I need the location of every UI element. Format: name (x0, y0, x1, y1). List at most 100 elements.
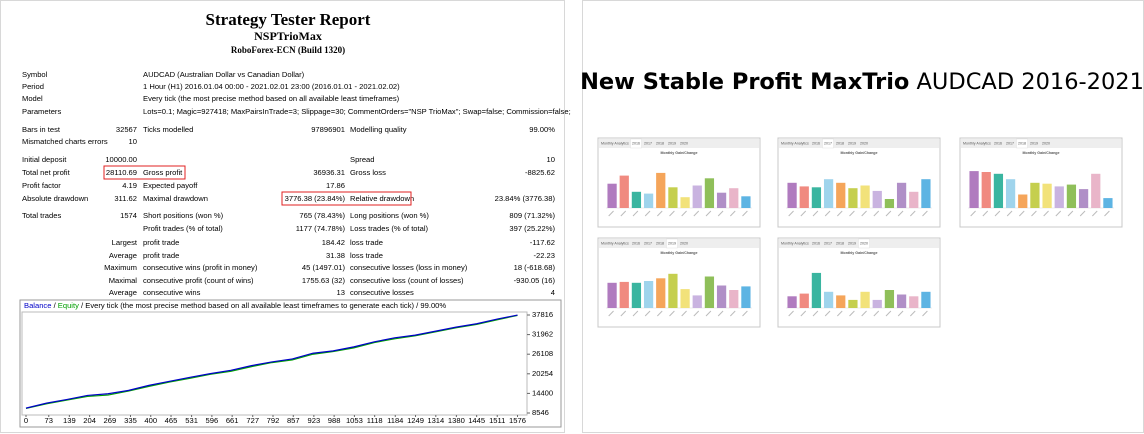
y-tick-label: 31962 (532, 330, 553, 339)
info-value: 1 Hour (H1) 2016.01.04 00:00 - 2021.02.0… (143, 82, 400, 91)
series-line (25, 314, 518, 409)
x-label-stub (1104, 210, 1110, 217)
separator: / (79, 301, 85, 310)
bar (704, 276, 715, 308)
x-tick-label: 73 (45, 416, 53, 425)
x-tick-label: 1249 (407, 416, 424, 425)
x-label-stub (873, 210, 880, 217)
stat-value: Maximal (109, 276, 138, 285)
bar (716, 192, 727, 208)
bar (1103, 198, 1113, 208)
tab-label: 2017 (644, 141, 652, 145)
y-tick-label: 14400 (532, 388, 553, 397)
stat-label: Expected payoff (143, 181, 198, 190)
x-label-stub (861, 210, 867, 217)
separator: / (51, 301, 57, 310)
bar (969, 171, 979, 208)
tab-label: 2017 (1006, 141, 1014, 145)
x-tick-label: 1314 (427, 416, 444, 425)
x-tick-label: 335 (124, 416, 137, 425)
stat-value: 765 (78.43%) (299, 211, 345, 220)
x-label-stub (620, 310, 627, 317)
tab-label: 2016 (812, 141, 820, 145)
x-tick-label: 1053 (346, 416, 363, 425)
stat-label: profit trade (143, 251, 179, 260)
tab-label: Monthly Analytics (781, 241, 809, 245)
x-label-stub (729, 310, 736, 317)
bar (741, 196, 751, 208)
tab-label: Monthly Analytics (963, 141, 991, 145)
stat-label: Gross profit (143, 168, 183, 177)
info-value: Every tick (the most precise method base… (143, 94, 400, 103)
x-label-stub (608, 310, 614, 317)
info-label: Parameters (22, 107, 61, 116)
x-label-stub (742, 210, 748, 217)
stat-value: 1177 (74.78%) (296, 224, 346, 233)
y-tick-label: 26108 (532, 349, 553, 358)
x-label-stub (812, 310, 819, 317)
bar (741, 286, 751, 308)
x-tick-label: 400 (144, 416, 157, 425)
x-label-stub (717, 210, 724, 217)
x-tick-label: 727 (246, 416, 259, 425)
stat-label: loss trade (350, 251, 383, 260)
x-tick-label: 857 (287, 416, 300, 425)
tab-active (1016, 138, 1028, 149)
x-tick-label: 531 (185, 416, 198, 425)
x-label-stub (1006, 210, 1013, 217)
stat-label: Long positions (won %) (350, 211, 429, 220)
x-label-stub (788, 210, 794, 217)
x-label-stub (849, 310, 855, 317)
x-label-stub (897, 210, 904, 217)
x-label-stub (800, 310, 807, 317)
x-label-stub (705, 310, 712, 317)
highlight-box (103, 165, 186, 180)
bar (619, 175, 629, 208)
bar (836, 295, 846, 308)
stat-label: Spread (350, 155, 375, 164)
x-label-stub (644, 310, 651, 317)
stat-value: 99.00% (529, 125, 555, 134)
stat-value: 31.38 (326, 251, 345, 260)
x-label-stub (681, 210, 687, 217)
bar (909, 191, 919, 208)
bar (668, 273, 678, 308)
separator: / (414, 301, 420, 310)
bar (656, 172, 666, 208)
bar (1030, 182, 1040, 208)
stat-value: 13 (337, 288, 345, 297)
stat-label: consecutive profit (count of wins) (143, 276, 254, 285)
stat-label: Maximal drawdown (143, 194, 208, 203)
stat-value: -117.62 (530, 238, 555, 247)
tab-active (858, 238, 870, 249)
info-label: Symbol (22, 70, 48, 79)
promo-title-rest: AUDCAD 2016-2021 (917, 69, 1144, 95)
tab-bar (961, 139, 1121, 148)
tab-label: 2018 (656, 141, 664, 145)
x-tick-label: 1511 (489, 416, 505, 425)
x-label-stub (1079, 210, 1086, 217)
bar (799, 293, 809, 308)
thumbnail-subtitle: Monthly Gain/Change (841, 151, 878, 155)
promo-title-bold: New Stable Profit MaxTrio (580, 69, 909, 95)
stat-value: 4.19 (122, 181, 137, 190)
chart-header: Balance / Equity / Every tick (the most … (24, 301, 446, 310)
stat-value: Average (109, 288, 137, 297)
stat-label: loss trade (350, 238, 383, 247)
stat-value: 45 (1497.01) (302, 263, 346, 272)
stat-value: 97896901 (311, 125, 345, 134)
bar (643, 281, 654, 308)
tab-bar (599, 139, 759, 148)
x-tick-label: 596 (206, 416, 219, 425)
bar (619, 281, 629, 308)
x-tick-label: 465 (165, 416, 178, 425)
tab-label: 2018 (836, 241, 844, 245)
highlight-box (281, 191, 412, 206)
x-label-stub (717, 310, 724, 317)
tab-label: 2020 (860, 141, 868, 145)
x-label-stub (994, 210, 1001, 217)
stat-label: consecutive wins (143, 288, 201, 297)
x-label-stub (1091, 210, 1098, 217)
bar (729, 290, 739, 308)
tab-active (630, 138, 642, 149)
